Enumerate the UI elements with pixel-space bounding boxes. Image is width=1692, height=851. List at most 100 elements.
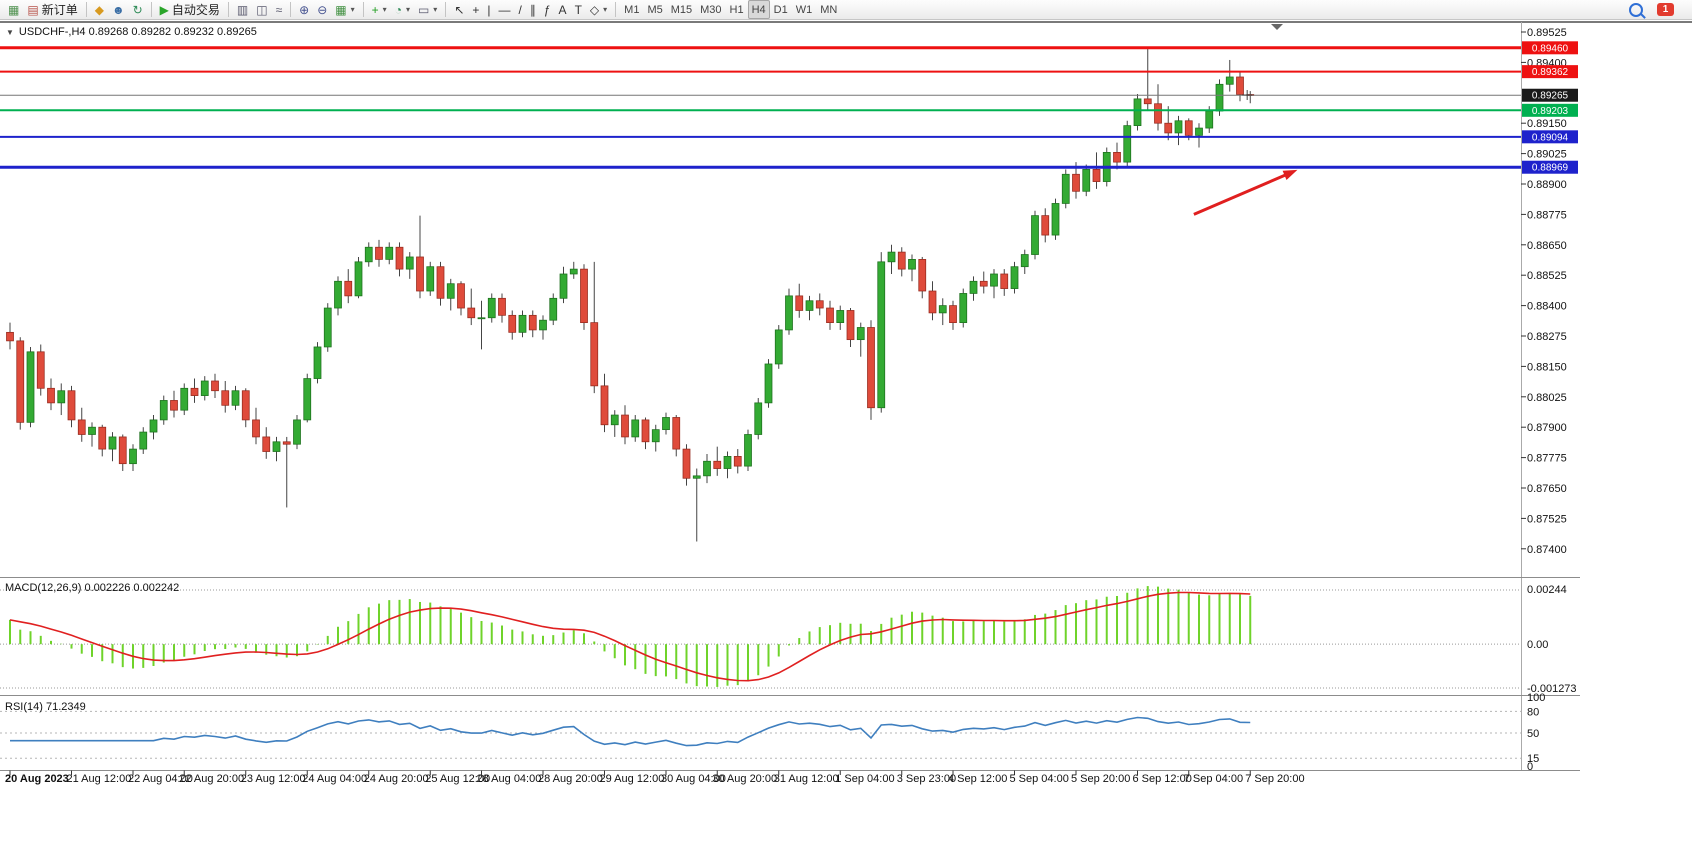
- new-chart-button[interactable]: ▦: [4, 0, 23, 19]
- timeframe-m30-button[interactable]: M30: [696, 0, 725, 19]
- dropdown-caret-icon: ▾: [433, 5, 438, 14]
- svg-text:0.87525: 0.87525: [1527, 513, 1567, 525]
- toolbar-separator: [445, 2, 447, 17]
- candlestick-chart-icon: ◫: [256, 2, 268, 17]
- svg-text:0.89525: 0.89525: [1527, 27, 1567, 39]
- autotrading-button[interactable]: ▶ 自动交易: [156, 0, 224, 19]
- periods-button[interactable]: ◔ ▾: [391, 0, 414, 19]
- timeframe-w1-button[interactable]: W1: [792, 0, 817, 19]
- vertical-line-icon: |: [487, 2, 491, 17]
- svg-text:28 Aug 04:00: 28 Aug 04:00: [477, 773, 542, 785]
- svg-text:0.00: 0.00: [1527, 639, 1548, 651]
- svg-text:23 Aug 12:00: 23 Aug 12:00: [241, 773, 306, 785]
- svg-text:0.89362: 0.89362: [1532, 67, 1569, 78]
- svg-text:100: 100: [1527, 692, 1545, 704]
- new-order-button[interactable]: ▤ 新订单: [23, 0, 81, 19]
- timeframe-d1-button[interactable]: D1: [770, 0, 792, 19]
- svg-text:-0.001273: -0.001273: [1527, 683, 1577, 695]
- fibonacci-button[interactable]: ƒ: [540, 0, 555, 19]
- timeframe-m1-button[interactable]: M1: [620, 0, 643, 19]
- rsi-label: RSI(14) 71.2349: [5, 701, 86, 713]
- search-icon: [1629, 2, 1643, 17]
- price-axis[interactable]: 0.895250.894000.891500.890250.889000.887…: [1521, 27, 1567, 556]
- toolbar-separator: [85, 2, 87, 17]
- notification-badge[interactable]: 1: [1657, 3, 1674, 16]
- svg-text:0.88525: 0.88525: [1527, 270, 1567, 282]
- autotrading-button-label: 自动交易: [171, 3, 220, 17]
- svg-text:0.88025: 0.88025: [1527, 392, 1567, 404]
- svg-text:4 Sep 12:00: 4 Sep 12:00: [948, 773, 1007, 785]
- toolbar: ▦ ▤ 新订单 ◆ ☻ ↻ ▶ 自动交易 ▥ ◫ ≈ ⊕ ⊖ ▦ ▾ + ▾ ◔ ▾ ▭ ▾ ↖ + | — / ∥ ƒ A T ◇ ▾ M1 M…: [0, 0, 1692, 20]
- trend-arrow-annotation[interactable]: [1193, 169, 1298, 216]
- svg-text:0.89460: 0.89460: [1532, 43, 1569, 54]
- crosshair-icon: +: [472, 2, 480, 17]
- toolbar-separator: [227, 2, 229, 17]
- timeframe-mn-button[interactable]: MN: [816, 0, 841, 19]
- svg-text:5 Sep 04:00: 5 Sep 04:00: [1010, 773, 1069, 785]
- svg-text:0: 0: [1527, 761, 1533, 773]
- chart-canvas[interactable]: 0.895250.894000.891500.890250.889000.887…: [0, 20, 1692, 851]
- text-button[interactable]: A: [555, 0, 571, 19]
- search-button[interactable]: [1625, 0, 1647, 19]
- horizontal-line-icon: —: [498, 2, 511, 17]
- tile-windows-button[interactable]: ▦ ▾: [331, 0, 358, 19]
- horizontal-line-button[interactable]: —: [495, 0, 515, 19]
- tile-windows-icon: ▦: [335, 2, 347, 17]
- dropdown-caret-icon: ▾: [405, 5, 410, 14]
- channel-button[interactable]: ∥: [526, 0, 540, 19]
- zoom-out-icon: ⊖: [317, 2, 328, 17]
- timeframe-m1-label: M1: [624, 3, 640, 16]
- svg-text:22 Aug 20:00: 22 Aug 20:00: [179, 773, 244, 785]
- zoom-out-button[interactable]: ⊖: [313, 0, 331, 19]
- templates-button[interactable]: ▭ ▾: [414, 0, 441, 19]
- refresh-button[interactable]: ↻: [129, 0, 147, 19]
- toolbar-separator: [150, 2, 152, 17]
- dropdown-caret-icon: ▾: [603, 5, 608, 14]
- chart-shift-marker-icon[interactable]: [1271, 24, 1283, 30]
- svg-text:0.87400: 0.87400: [1527, 544, 1567, 556]
- cursor-button[interactable]: ↖: [450, 0, 468, 19]
- text-label-button[interactable]: T: [571, 0, 586, 19]
- zoom-in-button[interactable]: ⊕: [295, 0, 313, 19]
- market-button[interactable]: ◆: [91, 0, 108, 19]
- timeframe-m5-button[interactable]: M5: [643, 0, 666, 19]
- community-button[interactable]: ☻: [108, 0, 129, 19]
- toolbar-right: 1: [1625, 0, 1688, 19]
- crosshair-button[interactable]: +: [468, 0, 483, 19]
- clock-icon: ◔: [394, 2, 402, 17]
- bar-chart-button[interactable]: ▥: [233, 0, 252, 19]
- timeframe-d1-label: D1: [773, 3, 788, 16]
- indicators-button[interactable]: + ▾: [368, 0, 391, 19]
- chart-title: ▼ USDCHF-,H4 0.89268 0.89282 0.89232 0.8…: [6, 26, 257, 38]
- zoom-in-icon: ⊕: [299, 2, 310, 17]
- line-chart-button[interactable]: ≈: [272, 0, 287, 19]
- chart-menu-triangle-icon[interactable]: ▼: [6, 27, 14, 37]
- trendline-button[interactable]: /: [515, 0, 526, 19]
- timeframe-m5-label: M5: [647, 3, 663, 16]
- timeframe-w1-label: W1: [795, 3, 813, 16]
- rsi-indicator: 100 80 50 150: [0, 692, 1545, 773]
- timeframe-h1-button[interactable]: H1: [726, 0, 748, 19]
- svg-text:0.88969: 0.88969: [1532, 163, 1569, 174]
- channel-icon: ∥: [529, 2, 536, 17]
- svg-text:7 Sep 04:00: 7 Sep 04:00: [1184, 773, 1243, 785]
- svg-text:80: 80: [1527, 706, 1539, 718]
- dropdown-caret-icon: ▾: [350, 5, 355, 14]
- timeframe-h1-label: H1: [729, 3, 744, 16]
- timeframe-h4-button[interactable]: H4: [747, 0, 770, 19]
- timeframe-h4-label: H4: [751, 3, 766, 16]
- macd-label: MACD(12,26,9) 0.002226 0.002242: [5, 582, 180, 594]
- shapes-button[interactable]: ◇ ▾: [586, 0, 611, 19]
- svg-text:0.87900: 0.87900: [1527, 422, 1567, 434]
- svg-text:0.89094: 0.89094: [1532, 132, 1569, 143]
- candlestick-chart-button[interactable]: ◫: [252, 0, 271, 19]
- text-icon: A: [558, 2, 567, 17]
- trendline-icon: /: [518, 2, 522, 17]
- new-chart-icon: ▦: [8, 2, 20, 17]
- timeframe-m15-button[interactable]: M15: [667, 0, 696, 19]
- svg-text:0.89025: 0.89025: [1527, 149, 1567, 161]
- svg-text:5 Sep 20:00: 5 Sep 20:00: [1071, 773, 1130, 785]
- vertical-line-button[interactable]: |: [483, 0, 494, 19]
- horizontal-levels[interactable]: 0.89460 0.89362 0.89203 0.89094 0.88969 0.892…: [0, 41, 1578, 174]
